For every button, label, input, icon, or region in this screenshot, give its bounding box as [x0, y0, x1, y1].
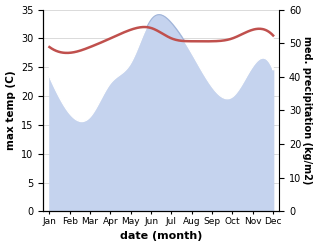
Y-axis label: med. precipitation (kg/m2): med. precipitation (kg/m2) [302, 36, 313, 185]
Y-axis label: max temp (C): max temp (C) [5, 71, 16, 150]
X-axis label: date (month): date (month) [120, 231, 203, 242]
